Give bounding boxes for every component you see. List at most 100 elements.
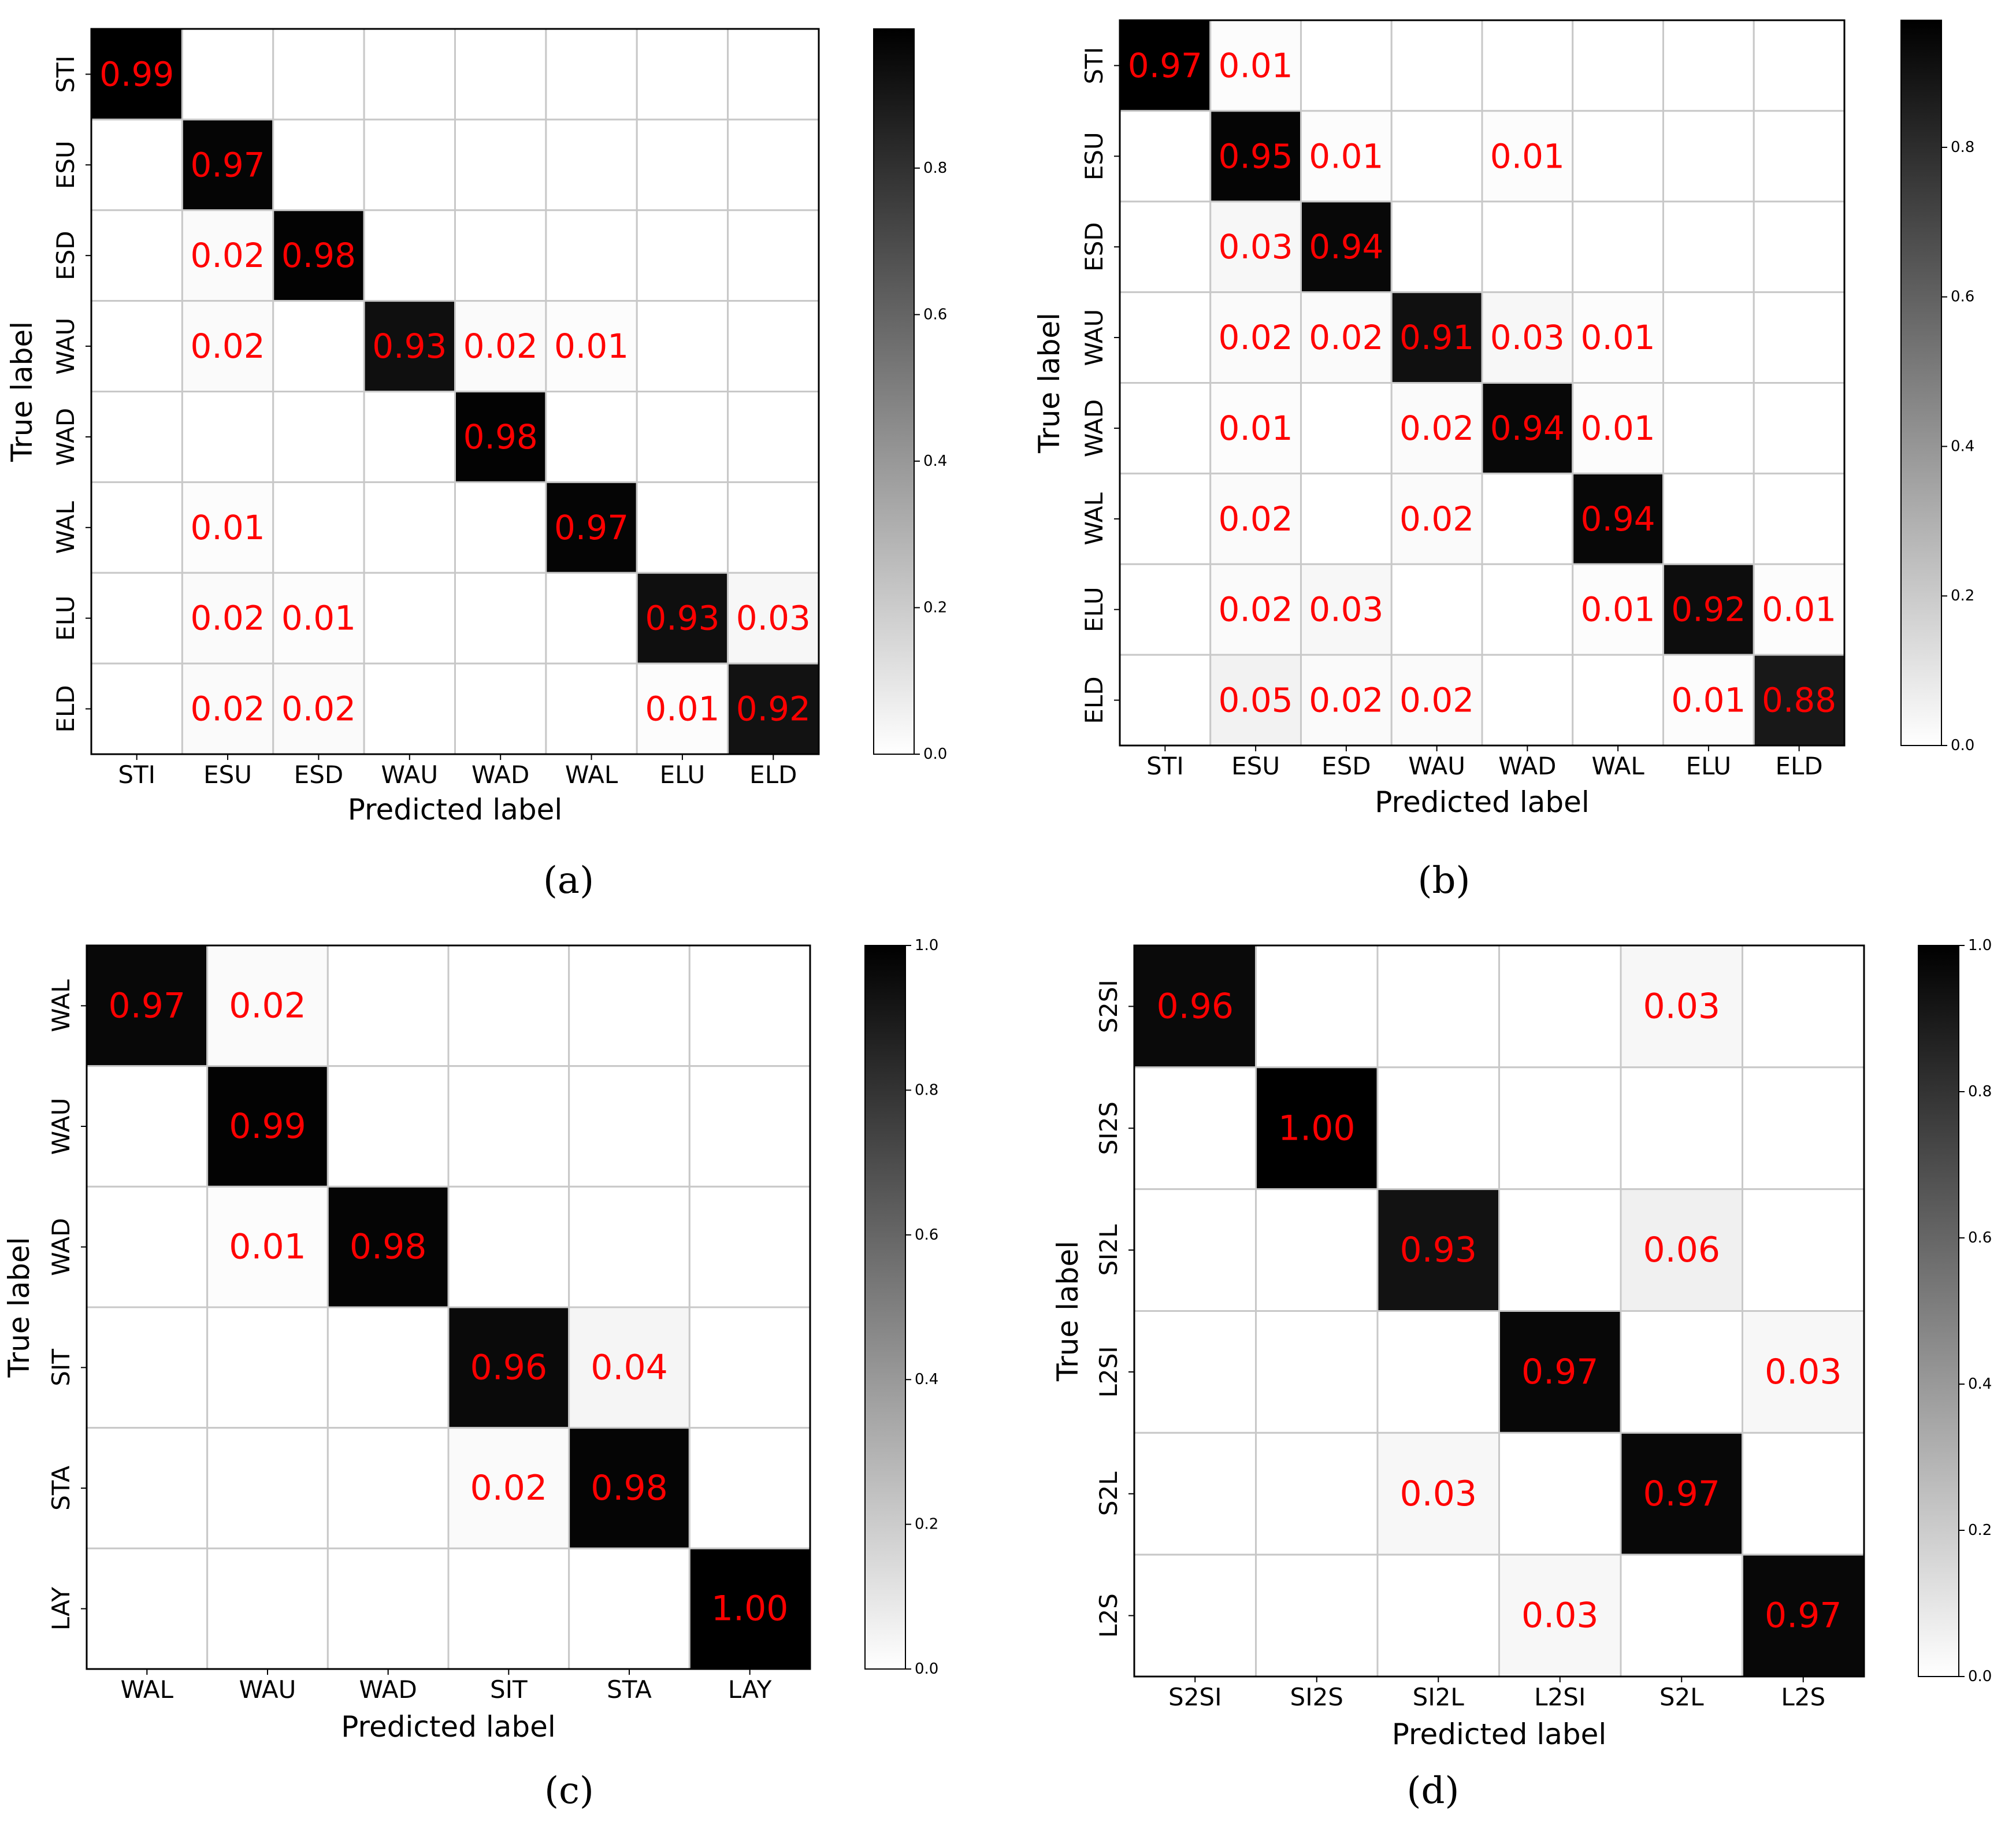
heatmap-cell — [1300, 201, 1393, 294]
heatmap-cell — [727, 391, 820, 483]
colorbar — [1918, 945, 1959, 1677]
heatmap-cell — [1498, 1066, 1622, 1190]
heatmap-cell — [86, 1427, 209, 1549]
y-tick-label: WAL — [1080, 492, 1108, 546]
x-tick-label: STA — [607, 1675, 652, 1704]
x-tick-label: WAD — [1498, 752, 1556, 780]
x-tick-label: L2S — [1781, 1683, 1825, 1711]
heatmap-cell — [447, 1547, 570, 1670]
y-tick-label: WAD — [51, 408, 80, 466]
cell-value-label: 0.96 — [1156, 986, 1234, 1026]
cell-value-label: 0.06 — [1643, 1230, 1720, 1270]
heatmap-cell — [1662, 201, 1755, 294]
heatmap-cell — [447, 1185, 570, 1308]
heatmap-cell — [545, 662, 638, 755]
heatmap-cell — [1300, 291, 1393, 384]
heatmap-cell — [1390, 110, 1483, 203]
heatmap-cell — [1662, 472, 1755, 565]
cell-value-label: 0.05 — [1219, 681, 1293, 720]
heatmap-cell — [688, 1065, 811, 1188]
heatmap-cell — [1662, 110, 1755, 203]
heatmap-cell — [272, 118, 365, 212]
heatmap-cell — [727, 662, 820, 755]
x-tick-label: WAU — [381, 761, 438, 789]
heatmap-cell — [1742, 1188, 1865, 1312]
heatmap-cell — [1572, 472, 1664, 565]
heatmap-cell — [206, 1306, 329, 1429]
heatmap-cell — [727, 481, 820, 574]
colorbar-tick-label: 0.6 — [923, 306, 947, 323]
heatmap-cell — [1572, 19, 1664, 112]
x-axis-label: Predicted label — [348, 793, 563, 826]
heatmap-cell — [363, 481, 456, 574]
x-tick-label: ESD — [1321, 752, 1371, 780]
cell-value-label: 0.02 — [1219, 499, 1293, 539]
cell-value-label: 0.03 — [1521, 1596, 1599, 1636]
heatmap-cell — [1300, 382, 1393, 474]
cell-value-label: 0.93 — [645, 599, 719, 638]
heatmap-cell — [1753, 201, 1846, 294]
heatmap-cell — [1300, 563, 1393, 656]
heatmap-cell — [636, 118, 729, 212]
cell-value-label: 0.94 — [1581, 499, 1655, 539]
heatmap-cell — [727, 28, 820, 121]
heatmap-cell — [272, 300, 365, 392]
heatmap-cell — [1133, 1431, 1257, 1556]
heatmap-cell — [454, 481, 547, 574]
heatmap-cell — [206, 1065, 329, 1188]
heatmap-cell — [326, 1427, 450, 1549]
heatmap-cell — [1255, 944, 1379, 1069]
cell-value-label: 0.97 — [190, 145, 265, 184]
heatmap-cell — [363, 572, 456, 665]
heatmap-cell — [545, 118, 638, 212]
heatmap-cell — [1481, 563, 1574, 656]
cell-value-label: 0.01 — [1762, 590, 1836, 629]
heatmap-cell — [545, 391, 638, 483]
x-tick-label: WAL — [121, 1675, 174, 1704]
x-tick-label: SI2S — [1290, 1683, 1343, 1711]
heatmap-cell — [181, 300, 274, 392]
heatmap-cell — [1481, 291, 1574, 384]
y-tick-label: STI — [1080, 47, 1108, 84]
heatmap-cell — [363, 209, 456, 302]
heatmap-cell — [1119, 563, 1212, 656]
x-tick-label: LAY — [728, 1675, 772, 1704]
heatmap-cell — [181, 118, 274, 212]
colorbar-tick-label: 0.6 — [1951, 288, 1974, 306]
plot-frame — [86, 944, 811, 1670]
heatmap-cell — [1742, 1066, 1865, 1190]
cell-value-label: 0.01 — [645, 689, 719, 729]
cell-value-label: 0.91 — [1399, 318, 1474, 357]
x-tick-label: ELU — [1686, 752, 1732, 780]
x-tick-label: WAL — [565, 761, 618, 789]
heatmap-cell — [90, 28, 183, 121]
y-axis-label: True label — [5, 321, 39, 462]
cell-value-label: 0.94 — [1490, 409, 1565, 448]
heatmap-cell — [727, 300, 820, 392]
heatmap-cell — [568, 1185, 690, 1308]
plot-frame — [90, 28, 820, 755]
x-tick-label: ESU — [1231, 752, 1280, 780]
cell-value-label: 0.04 — [591, 1347, 668, 1388]
heatmap-cell — [688, 1427, 811, 1549]
x-tick-label: ELD — [1775, 752, 1822, 780]
heatmap-cell — [1572, 654, 1664, 747]
heatmap-cell — [90, 481, 183, 574]
heatmap-cell — [1119, 110, 1212, 203]
y-tick-label: WAD — [1080, 399, 1108, 457]
y-tick-label: SI2S — [1094, 1101, 1123, 1155]
panel-caption: (c) — [544, 1770, 594, 1812]
heatmap-cell — [86, 1547, 209, 1670]
heatmap-cell — [326, 1547, 450, 1670]
colorbar — [864, 945, 906, 1670]
heatmap-cell — [1119, 291, 1212, 384]
cell-value-label: 0.93 — [1399, 1230, 1477, 1270]
cell-value-label: 0.01 — [190, 508, 265, 547]
heatmap-cell — [1572, 563, 1664, 656]
heatmap-cell — [1209, 472, 1302, 565]
heatmap-cell — [1376, 1431, 1500, 1556]
cell-value-label: 0.03 — [736, 599, 811, 638]
heatmap-cell — [1753, 472, 1846, 565]
heatmap-cell — [1481, 654, 1574, 747]
heatmap-cell — [1390, 19, 1483, 112]
